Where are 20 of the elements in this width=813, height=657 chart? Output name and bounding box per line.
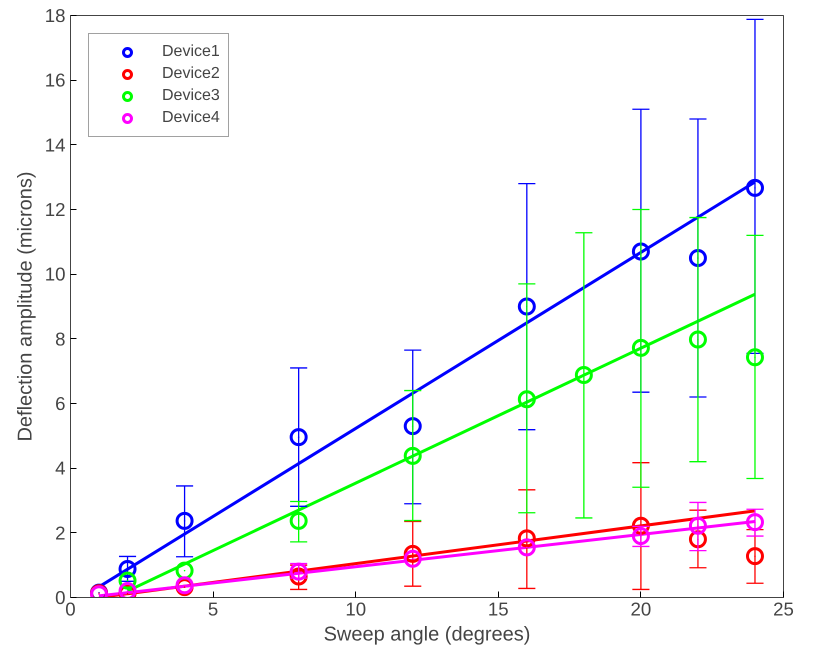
- x-tick-label: 5: [208, 598, 218, 620]
- y-tick-label: 6: [55, 393, 66, 414]
- y-axis-title: Deflection amplitude (microns): [14, 171, 37, 442]
- legend-label: Device3: [162, 87, 220, 105]
- y-tick-label: 18: [44, 5, 66, 26]
- y-tick-label: 4: [55, 458, 66, 479]
- legend-label: Device1: [162, 43, 220, 61]
- x-tick-label: 10: [345, 598, 366, 620]
- x-tick-label: 20: [630, 598, 652, 620]
- y-tick-label: 16: [44, 70, 66, 91]
- legend-label: Device4: [162, 109, 220, 127]
- x-tick-label: 25: [773, 598, 794, 620]
- legend-label: Device2: [162, 65, 220, 83]
- y-tick-label: 8: [55, 328, 66, 350]
- y-tick-label: 12: [44, 199, 66, 220]
- y-tick-label: 2: [55, 522, 66, 544]
- x-tick-label: 15: [488, 598, 509, 620]
- y-tick-label: 14: [44, 134, 66, 156]
- x-axis-title: Sweep angle (degrees): [324, 624, 530, 646]
- y-tick-label: 10: [44, 264, 66, 285]
